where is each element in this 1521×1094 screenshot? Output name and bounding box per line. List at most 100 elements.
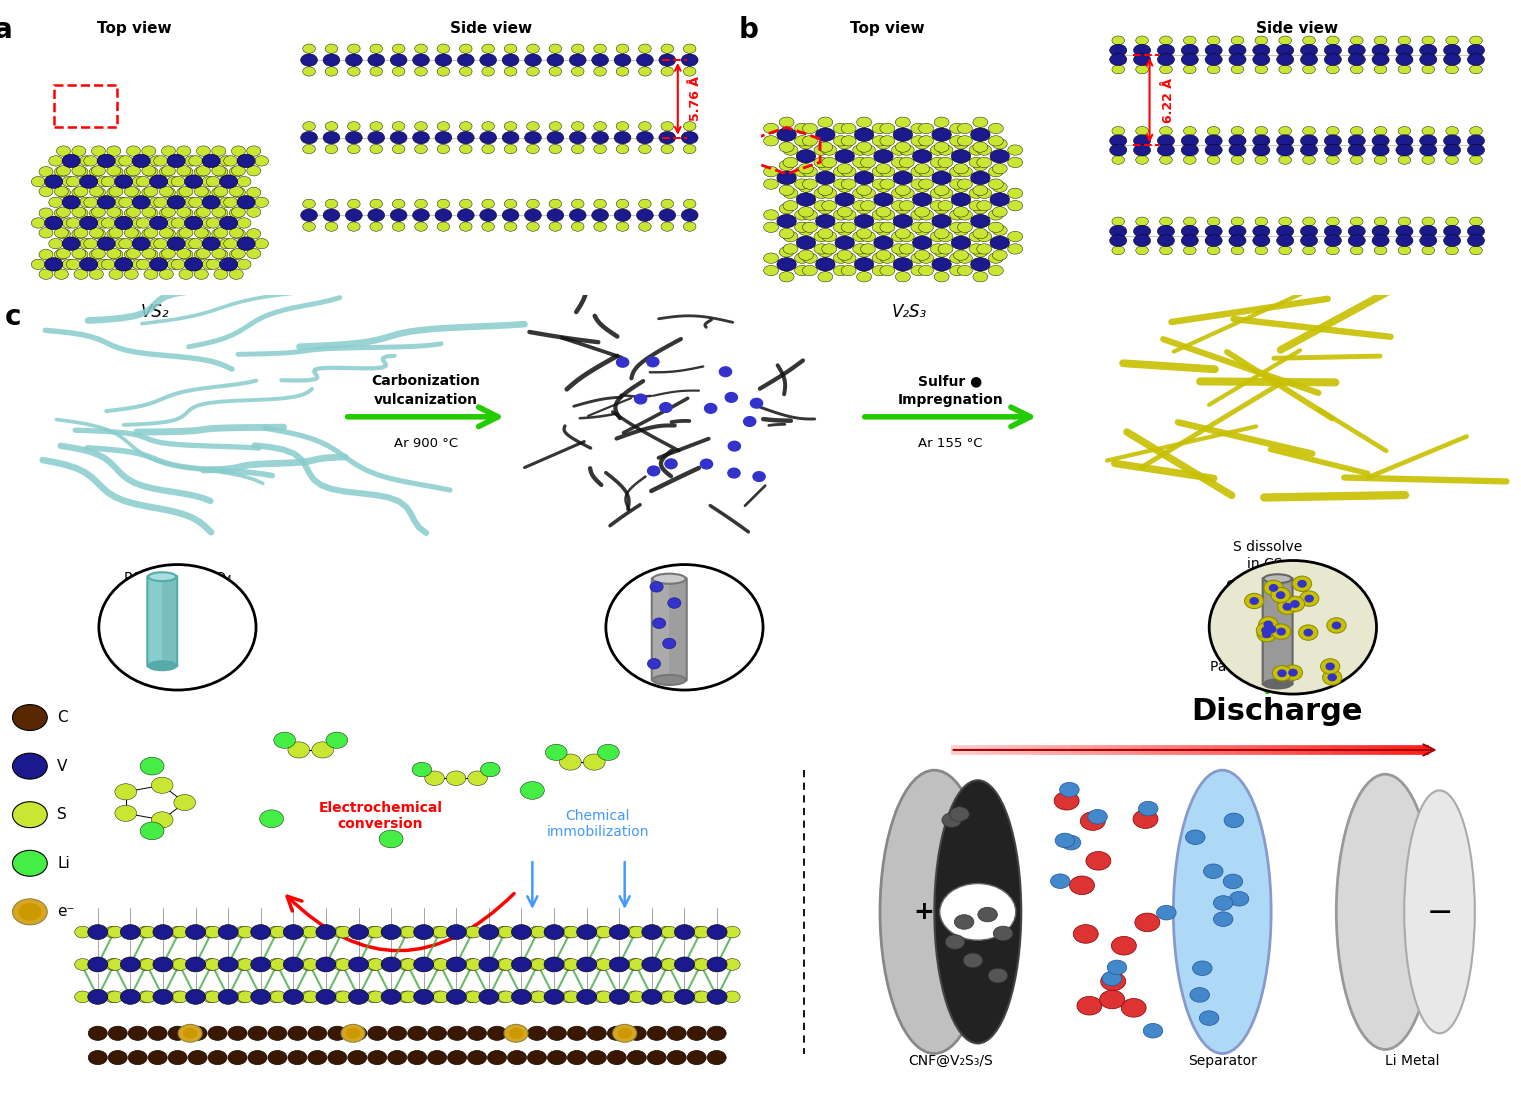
Circle shape — [911, 166, 926, 177]
Circle shape — [211, 229, 225, 238]
Circle shape — [303, 121, 315, 131]
Circle shape — [893, 171, 913, 185]
Circle shape — [614, 54, 631, 67]
Circle shape — [837, 182, 852, 193]
Circle shape — [841, 179, 856, 189]
Circle shape — [106, 229, 120, 238]
FancyBboxPatch shape — [1262, 578, 1293, 685]
Circle shape — [1372, 144, 1389, 156]
Circle shape — [636, 131, 654, 143]
Circle shape — [1279, 217, 1291, 225]
Circle shape — [681, 131, 698, 143]
Circle shape — [911, 124, 926, 133]
Circle shape — [254, 238, 269, 248]
Circle shape — [526, 44, 540, 54]
Circle shape — [237, 196, 256, 209]
Circle shape — [412, 131, 429, 143]
Circle shape — [687, 1026, 706, 1040]
Circle shape — [648, 1026, 666, 1040]
Circle shape — [1278, 628, 1285, 635]
Circle shape — [531, 991, 546, 1003]
FancyBboxPatch shape — [148, 575, 178, 666]
Circle shape — [990, 193, 1010, 207]
Circle shape — [481, 763, 500, 777]
Circle shape — [79, 217, 97, 230]
Circle shape — [853, 158, 867, 167]
Circle shape — [1208, 217, 1220, 225]
Circle shape — [482, 144, 494, 153]
Circle shape — [814, 158, 829, 167]
Circle shape — [184, 175, 202, 188]
Circle shape — [596, 991, 611, 1003]
Circle shape — [945, 934, 964, 950]
Circle shape — [496, 958, 513, 970]
Circle shape — [783, 144, 799, 155]
Circle shape — [949, 124, 964, 133]
Circle shape — [1398, 217, 1411, 225]
Circle shape — [172, 927, 189, 938]
Circle shape — [818, 271, 834, 282]
Circle shape — [940, 884, 1016, 940]
Circle shape — [837, 163, 852, 174]
Circle shape — [161, 187, 175, 198]
Circle shape — [970, 214, 990, 228]
Circle shape — [700, 459, 712, 469]
Circle shape — [834, 136, 849, 146]
Circle shape — [934, 229, 949, 238]
Circle shape — [464, 991, 479, 1003]
Circle shape — [951, 150, 970, 163]
Circle shape — [179, 249, 193, 259]
Circle shape — [992, 225, 1007, 235]
Circle shape — [914, 249, 929, 260]
Circle shape — [482, 44, 494, 54]
Circle shape — [1229, 144, 1246, 156]
Text: c: c — [5, 303, 21, 331]
Circle shape — [794, 266, 809, 276]
Circle shape — [1351, 246, 1363, 255]
Circle shape — [989, 222, 1004, 233]
Circle shape — [430, 958, 447, 970]
Circle shape — [526, 121, 540, 131]
Circle shape — [90, 186, 103, 197]
Circle shape — [179, 186, 193, 197]
Circle shape — [79, 175, 97, 188]
Circle shape — [12, 705, 47, 731]
Circle shape — [1468, 234, 1484, 246]
Circle shape — [872, 166, 887, 177]
Circle shape — [707, 957, 727, 971]
Circle shape — [301, 927, 316, 938]
Circle shape — [167, 154, 186, 167]
Circle shape — [368, 1026, 386, 1040]
Circle shape — [329, 1026, 347, 1040]
Circle shape — [803, 253, 817, 264]
Circle shape — [891, 231, 907, 242]
Circle shape — [525, 209, 541, 221]
Circle shape — [525, 131, 541, 143]
Circle shape — [545, 989, 564, 1004]
Circle shape — [764, 136, 779, 146]
Circle shape — [1443, 225, 1460, 237]
Circle shape — [891, 144, 907, 155]
Circle shape — [430, 991, 447, 1003]
Circle shape — [271, 991, 286, 1003]
Circle shape — [322, 209, 339, 221]
Circle shape — [639, 67, 651, 77]
Circle shape — [415, 67, 427, 77]
Circle shape — [569, 209, 586, 221]
Circle shape — [55, 249, 68, 259]
Circle shape — [692, 927, 707, 938]
Circle shape — [55, 186, 68, 197]
Circle shape — [268, 991, 284, 1003]
Circle shape — [729, 468, 741, 478]
Circle shape — [195, 269, 208, 279]
Circle shape — [251, 989, 271, 1004]
Circle shape — [634, 394, 646, 404]
Circle shape — [876, 249, 891, 260]
Circle shape — [1182, 234, 1199, 246]
Circle shape — [1469, 36, 1483, 45]
Circle shape — [837, 139, 852, 149]
Circle shape — [179, 228, 193, 238]
Circle shape — [636, 209, 654, 221]
Circle shape — [251, 924, 271, 940]
Circle shape — [128, 1026, 148, 1040]
